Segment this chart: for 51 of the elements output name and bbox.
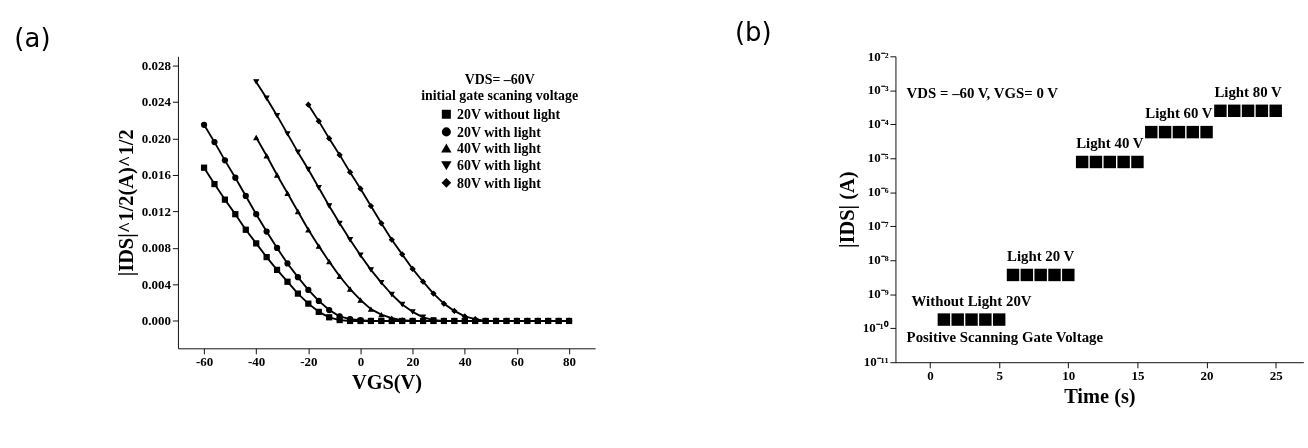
x-tick-label: 20 xyxy=(1200,368,1214,384)
y-axis-title: |IDS| (A) xyxy=(836,171,860,248)
annotation: VDS = –60 V, VGS= 0 V xyxy=(906,84,1059,101)
x-tick-label: 10 xyxy=(1062,368,1076,384)
x-axis-title: VGS(V) xyxy=(351,370,423,394)
legend-label: 20V with light xyxy=(457,124,542,140)
legend-label: 60V with light xyxy=(457,157,542,173)
y-tick-label: 0.016 xyxy=(141,167,172,183)
y-tick-label: 10⁻¹¹ xyxy=(863,354,889,370)
x-tick-label: 80 xyxy=(563,354,577,370)
legend-label: 20V without light xyxy=(457,106,561,122)
annotation: Light 20 V xyxy=(1007,248,1075,265)
legend-label: 40V with light xyxy=(457,141,542,157)
annotation: Light 80 V xyxy=(1214,83,1282,100)
y-tick-label: 0.012 xyxy=(141,203,172,219)
y-tick-label: 0.000 xyxy=(141,313,172,329)
y-tick-label: 0.008 xyxy=(141,240,172,256)
y-tick-label: 10⁻⁵ xyxy=(867,150,889,166)
y-tick-label: 10⁻⁸ xyxy=(867,252,889,268)
legend-title: VDS= –60V initial gate scaning voltage xyxy=(421,72,579,103)
x-tick-label: -20 xyxy=(300,354,318,370)
x-axis-title: Time (s) xyxy=(1064,384,1136,408)
y-axis-title: |IDS|^1/2(A)^1/2 xyxy=(115,129,139,277)
x-tick-label: 20 xyxy=(406,354,420,370)
x-tick-label: 40 xyxy=(458,354,472,370)
y-tick-label: 10⁻⁶ xyxy=(867,184,889,200)
x-tick-label: 60 xyxy=(510,354,524,370)
y-tick-label: 10⁻⁷ xyxy=(867,218,889,234)
x-tick-label: 25 xyxy=(1269,368,1284,384)
y-tick-label: 0.004 xyxy=(141,276,172,292)
y-tick-label: 0.024 xyxy=(141,94,172,110)
x-tick-label: -60 xyxy=(195,354,214,370)
x-tick-label: 15 xyxy=(1131,368,1145,384)
y-tick-label: 0.028 xyxy=(141,57,172,73)
annotation: Positive Scanning Gate Voltage xyxy=(906,329,1104,346)
y-tick-label: 10⁻⁹ xyxy=(867,286,889,302)
annotation: Without Light 20V xyxy=(911,292,1032,309)
y-tick-label: 10⁻¹⁰ xyxy=(862,320,889,336)
y-tick-label: 10⁻² xyxy=(867,48,889,64)
chart-title: (a) xyxy=(14,23,51,54)
x-tick-label: 0 xyxy=(927,368,934,384)
y-tick-label: 0.020 xyxy=(141,130,172,146)
y-tick-label: 10⁻⁴ xyxy=(867,116,889,132)
y-tick-label: 10⁻³ xyxy=(867,82,889,98)
chart-title: (b) xyxy=(734,16,772,47)
annotation: Light 40 V xyxy=(1076,135,1144,152)
annotation: Light 60 V xyxy=(1145,105,1213,122)
legend-label: 80V with light xyxy=(457,175,542,191)
x-tick-label: -40 xyxy=(248,354,266,370)
x-tick-label: 5 xyxy=(996,368,1004,384)
x-tick-label: 0 xyxy=(357,354,365,370)
